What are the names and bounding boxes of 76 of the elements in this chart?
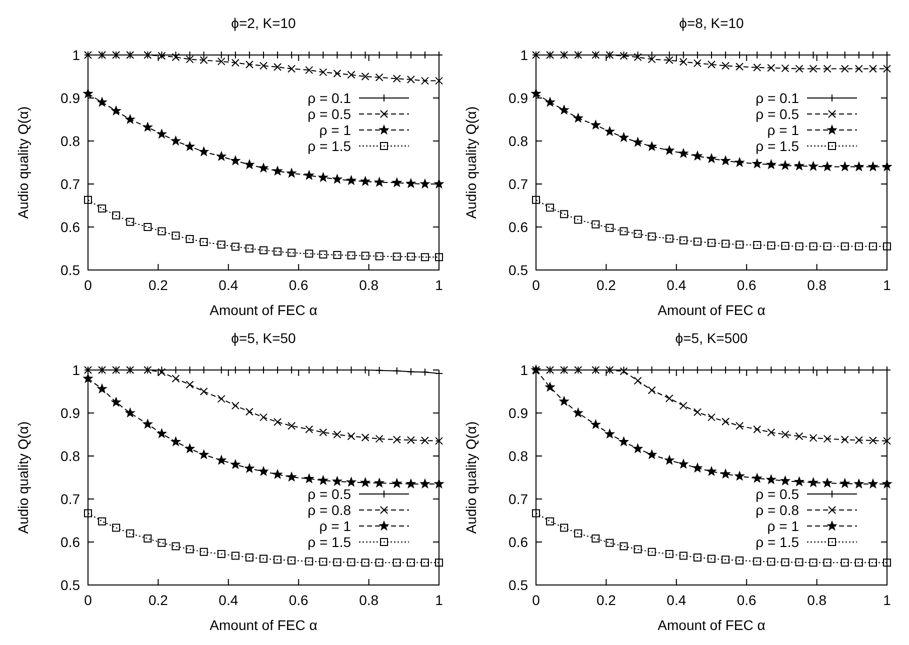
y-tick-label: 1 — [520, 46, 528, 63]
x-tick-label: 1 — [883, 592, 892, 608]
legend-label: ρ = 1.5 — [756, 138, 800, 154]
x-axis-title: Amount of FEC α — [658, 617, 766, 633]
legend-label: ρ = 0.5 — [756, 486, 800, 502]
x-tick-label: 0.6 — [288, 277, 309, 293]
x-tick-label: 0.2 — [596, 277, 616, 293]
y-tick-label: 0.8 — [508, 448, 528, 464]
y-tick-label: 0.5 — [60, 576, 80, 593]
chart-title: ϕ=8, K=10 — [679, 15, 744, 31]
y-axis-title: Audio quality Q(α) — [15, 421, 31, 534]
y-tick-label: 0.9 — [508, 90, 528, 106]
y-tick-label: 0.7 — [508, 490, 528, 507]
y-tick-label: 0.7 — [508, 176, 528, 192]
y-tick-label: 0.6 — [508, 534, 528, 550]
x-tick-label: 0.6 — [288, 592, 309, 608]
x-tick-label: 0 — [84, 277, 92, 293]
x-tick-label: 0.8 — [807, 592, 827, 608]
legend-label: ρ = 1 — [767, 518, 800, 534]
chart-title: ϕ=5, K=500 — [675, 330, 748, 346]
y-axis-title: Audio quality Q(α) — [463, 106, 479, 219]
legend-label: ρ = 0.5 — [308, 106, 352, 122]
y-tick-label: 0.7 — [60, 176, 80, 192]
y-tick-label: 0.5 — [60, 262, 80, 278]
y-tick-label: 0.6 — [508, 218, 528, 235]
x-tick-label: 0.8 — [359, 592, 379, 608]
y-tick-label: 0.9 — [508, 404, 528, 421]
y-tick-label: 1 — [72, 362, 80, 378]
legend-label: ρ = 1.5 — [308, 534, 352, 550]
y-tick-label: 0.8 — [60, 448, 80, 464]
x-tick-label: 0 — [532, 592, 540, 608]
y-tick-label: 0.6 — [60, 218, 80, 235]
legend-label: ρ = 0.1 — [756, 90, 800, 106]
legend-label: ρ = 1.5 — [756, 534, 800, 550]
y-tick-label: 0.6 — [60, 534, 80, 550]
y-tick-label: 1 — [72, 46, 80, 63]
x-tick-label: 0.6 — [736, 277, 757, 293]
x-axis-title: Amount of FEC α — [658, 302, 766, 318]
x-tick-label: 1 — [435, 277, 444, 293]
y-axis-title: Audio quality Q(α) — [15, 106, 31, 219]
legend-label: ρ = 0.5 — [756, 106, 800, 122]
legend-label: ρ = 1 — [319, 518, 352, 534]
x-tick-label: 0.8 — [359, 277, 379, 293]
y-tick-label: 0.8 — [60, 132, 80, 149]
legend-label: ρ = 0.5 — [308, 486, 352, 502]
legend-label: ρ = 1 — [767, 122, 800, 138]
y-tick-label: 0.7 — [60, 490, 80, 507]
x-tick-label: 0.2 — [148, 277, 168, 293]
x-tick-label: 0.2 — [148, 592, 168, 608]
x-tick-label: 1 — [883, 277, 892, 293]
legend-label: ρ = 1 — [319, 122, 352, 138]
legend-label: ρ = 0.8 — [308, 502, 352, 518]
y-tick-label: 0.5 — [508, 576, 528, 593]
x-tick-label: 1 — [435, 592, 444, 608]
x-tick-label: 0.4 — [218, 277, 238, 293]
x-tick-label: 0 — [84, 592, 92, 608]
chart-title: ϕ=2, K=10 — [231, 15, 296, 31]
x-tick-label: 0.4 — [218, 592, 238, 608]
legend-label: ρ = 0.1 — [308, 90, 352, 106]
x-axis-title: Amount of FEC α — [210, 617, 318, 633]
x-tick-label: 0.8 — [807, 277, 827, 293]
x-tick-label: 0.2 — [596, 592, 616, 608]
y-tick-label: 0.9 — [60, 90, 80, 106]
x-tick-label: 0.6 — [736, 592, 757, 608]
legend-label: ρ = 1.5 — [308, 138, 352, 154]
x-tick-label: 0 — [532, 277, 540, 293]
x-tick-label: 0.4 — [666, 592, 686, 608]
chart-title: ϕ=5, K=50 — [231, 330, 296, 346]
y-tick-label: 0.5 — [508, 262, 528, 278]
x-axis-title: Amount of FEC α — [210, 302, 318, 318]
x-tick-label: 0.4 — [666, 277, 686, 293]
y-tick-label: 1 — [520, 362, 528, 378]
y-tick-label: 0.9 — [60, 404, 80, 421]
y-axis-title: Audio quality Q(α) — [463, 421, 479, 534]
y-tick-label: 0.8 — [508, 132, 528, 149]
legend-label: ρ = 0.8 — [756, 502, 800, 518]
